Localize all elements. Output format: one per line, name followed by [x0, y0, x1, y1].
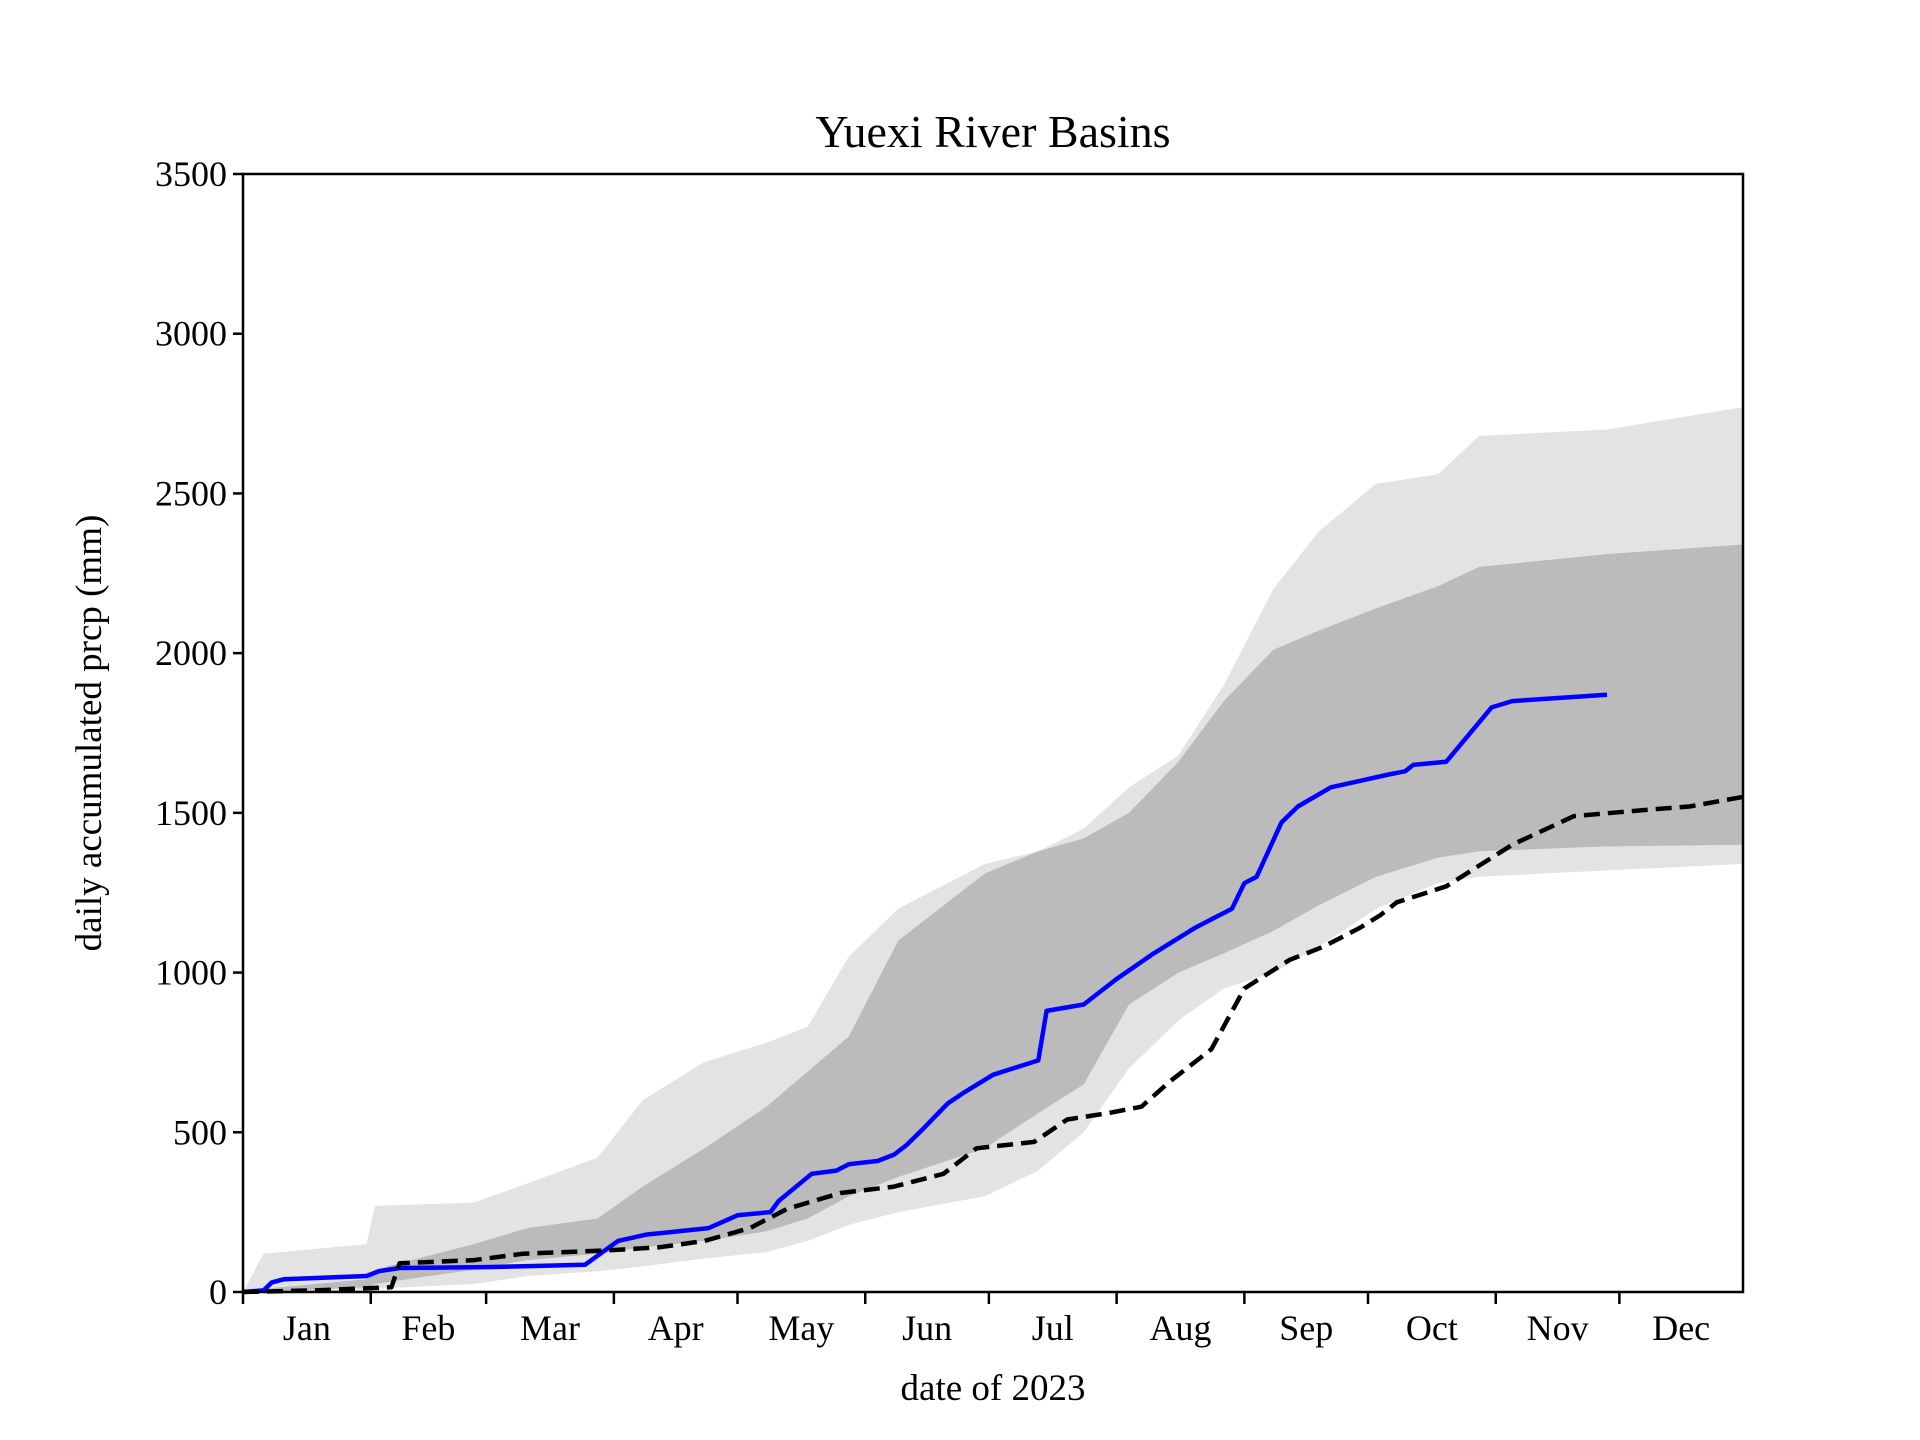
- y-axis-ticks: 0 500 1000 1500 2000 2500 3000 3500: [155, 154, 243, 1312]
- x-tick-label: Nov: [1527, 1308, 1589, 1348]
- x-tick-label: Mar: [520, 1308, 580, 1348]
- y-tick-label: 3000: [155, 314, 227, 354]
- x-tick-label: Sep: [1279, 1308, 1333, 1348]
- current_year-line: [242, 692, 1608, 1295]
- y-tick-label: 3500: [155, 154, 227, 194]
- x-tick-label: Jan: [283, 1308, 331, 1348]
- x-axis-label: date of 2023: [901, 1368, 1086, 1409]
- percentile-bands: [243, 407, 1743, 1292]
- x-tick-label: Oct: [1406, 1308, 1458, 1348]
- x-tick-label: Dec: [1652, 1308, 1710, 1348]
- x-tick-label: Feb: [401, 1308, 455, 1348]
- y-tick-label: 1500: [155, 793, 227, 833]
- climatology-line: [242, 794, 1744, 1295]
- y-tick-label: 2500: [155, 473, 227, 513]
- y-axis-label: daily accumulated prcp (mm): [69, 515, 110, 952]
- x-axis-ticks: Jan Feb Mar Apr May Jun Jul Aug Sep Oct Nov Dec: [241, 1292, 1710, 1348]
- x-tick-label: Apr: [648, 1308, 704, 1348]
- series-lines: [242, 692, 1744, 1295]
- chart-title: Yuexi River Basins: [815, 106, 1170, 157]
- y-tick-label: 0: [209, 1272, 227, 1312]
- x-tick-label: May: [768, 1308, 834, 1348]
- y-tick-label: 500: [173, 1112, 227, 1152]
- x-tick-label: Jun: [902, 1308, 952, 1348]
- plot-frame: [241, 172, 1745, 1294]
- x-tick-label: Jul: [1032, 1308, 1074, 1348]
- y-tick-label: 2000: [155, 633, 227, 673]
- y-tick-label: 1000: [155, 953, 227, 993]
- inner-percentile-band: [243, 544, 1743, 1292]
- x-tick-label: Aug: [1150, 1308, 1212, 1348]
